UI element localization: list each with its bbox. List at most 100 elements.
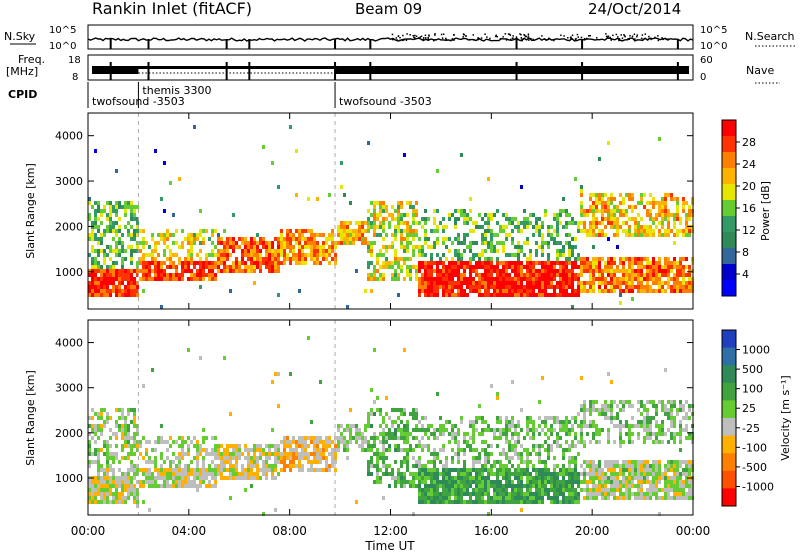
heatmap-cell	[400, 428, 403, 432]
heatmap-cell	[238, 448, 241, 452]
heatmap-cell	[553, 480, 556, 484]
heatmap-cell	[322, 452, 325, 456]
heatmap-cell	[496, 436, 499, 440]
heatmap-cell	[460, 265, 463, 269]
heatmap-cell	[682, 257, 685, 261]
heatmap-cell	[634, 277, 637, 281]
heatmap-cell	[319, 436, 322, 440]
heatmap-cell	[394, 484, 397, 488]
heatmap-cell	[118, 225, 121, 229]
heatmap-cell	[589, 492, 592, 496]
heatmap-cell	[130, 448, 133, 452]
heatmap-cell	[130, 408, 133, 412]
heatmap-cell	[127, 293, 130, 297]
heatmap-cell	[223, 460, 226, 464]
heatmap-cell	[490, 464, 493, 468]
heatmap-cell	[178, 480, 181, 484]
heatmap-cell	[496, 281, 499, 285]
heatmap-cell	[223, 464, 226, 468]
heatmap-cell	[604, 404, 607, 408]
heatmap-cell	[196, 277, 199, 281]
nsearch-dot	[496, 35, 499, 38]
heatmap-cell	[265, 261, 268, 265]
heatmap-cell	[661, 440, 664, 444]
heatmap-cell	[685, 221, 688, 225]
heatmap-cell	[523, 217, 526, 221]
heatmap-cell	[583, 289, 586, 293]
heatmap-cell	[424, 488, 427, 492]
heatmap-cell	[568, 233, 571, 237]
heatmap-cell	[112, 249, 115, 253]
heatmap-cell	[478, 476, 481, 480]
heatmap-cell	[235, 452, 238, 456]
heatmap-cell	[538, 432, 541, 436]
heatmap-cell	[400, 464, 403, 468]
heatmap-cell	[343, 237, 346, 241]
heatmap-cell	[613, 273, 616, 277]
heatmap-cell	[631, 265, 634, 269]
heatmap-cell	[112, 468, 115, 472]
heatmap-cell	[679, 484, 682, 488]
heatmap-cell	[277, 261, 280, 265]
heatmap-cell	[232, 241, 235, 245]
heatmap-cell	[199, 285, 202, 289]
heatmap-cell	[589, 289, 592, 293]
heatmap-cell	[121, 480, 124, 484]
heatmap-cell	[655, 436, 658, 440]
heatmap-cell	[178, 436, 181, 440]
heatmap-cell	[574, 273, 577, 277]
heatmap-cell	[142, 241, 145, 245]
heatmap-cell	[550, 293, 553, 297]
heatmap-cell	[460, 420, 463, 424]
nsearch-dot	[509, 34, 512, 36]
heatmap-cell	[145, 452, 148, 456]
heatmap-cell	[622, 484, 625, 488]
heatmap-cell	[403, 472, 406, 476]
heatmap-cell	[133, 492, 136, 496]
heatmap-cell	[526, 448, 529, 452]
heatmap-cell	[574, 492, 577, 496]
heatmap-cell	[532, 444, 535, 448]
heatmap-cell	[220, 253, 223, 257]
heatmap-cell	[658, 464, 661, 468]
heatmap-cell	[466, 261, 469, 265]
heatmap-cell	[388, 472, 391, 476]
heatmap-cell	[148, 261, 151, 265]
heatmap-cell	[406, 233, 409, 237]
heatmap-cell	[295, 257, 298, 261]
heatmap-cell	[475, 273, 478, 277]
heatmap-cell	[457, 249, 460, 253]
heatmap-cell	[238, 245, 241, 249]
nsearch-dot	[569, 36, 572, 39]
heatmap-cell	[301, 257, 304, 261]
heatmap-cell	[94, 484, 97, 488]
heatmap-cell	[283, 464, 286, 468]
heatmap-cell	[373, 213, 376, 217]
heatmap-cell	[256, 249, 259, 253]
heatmap-cell	[667, 225, 670, 229]
heatmap-cell	[589, 281, 592, 285]
heatmap-cell	[475, 480, 478, 484]
heatmap-cell	[607, 408, 610, 412]
heatmap-cell	[274, 456, 277, 460]
heatmap-cell	[172, 253, 175, 257]
heatmap-cell	[280, 253, 283, 257]
heatmap-cell	[553, 265, 556, 269]
heatmap-cell	[400, 217, 403, 221]
heatmap-cell	[508, 420, 511, 424]
heatmap-cell	[553, 496, 556, 500]
heatmap-cell	[409, 277, 412, 281]
heatmap-cell	[106, 265, 109, 269]
heatmap-cell	[100, 233, 103, 237]
heatmap-cell	[394, 229, 397, 233]
heatmap-cell	[571, 460, 574, 464]
station-title: Rankin Inlet (fitACF)	[92, 0, 252, 18]
heatmap-cell	[502, 448, 505, 452]
heatmap-cell	[118, 460, 121, 464]
heatmap-cell	[115, 500, 118, 504]
heatmap-cell	[490, 480, 493, 484]
heatmap-cell	[364, 237, 367, 241]
heatmap-cell	[499, 472, 502, 476]
heatmap-cell	[655, 496, 658, 500]
